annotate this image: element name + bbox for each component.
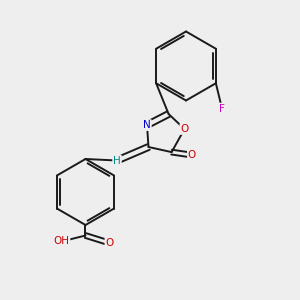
Text: O: O bbox=[188, 150, 196, 160]
Text: F: F bbox=[219, 103, 225, 114]
Text: OH: OH bbox=[53, 236, 70, 247]
Text: N: N bbox=[143, 120, 151, 130]
Text: O: O bbox=[180, 124, 189, 134]
Text: O: O bbox=[105, 238, 114, 248]
Text: H: H bbox=[113, 155, 121, 166]
